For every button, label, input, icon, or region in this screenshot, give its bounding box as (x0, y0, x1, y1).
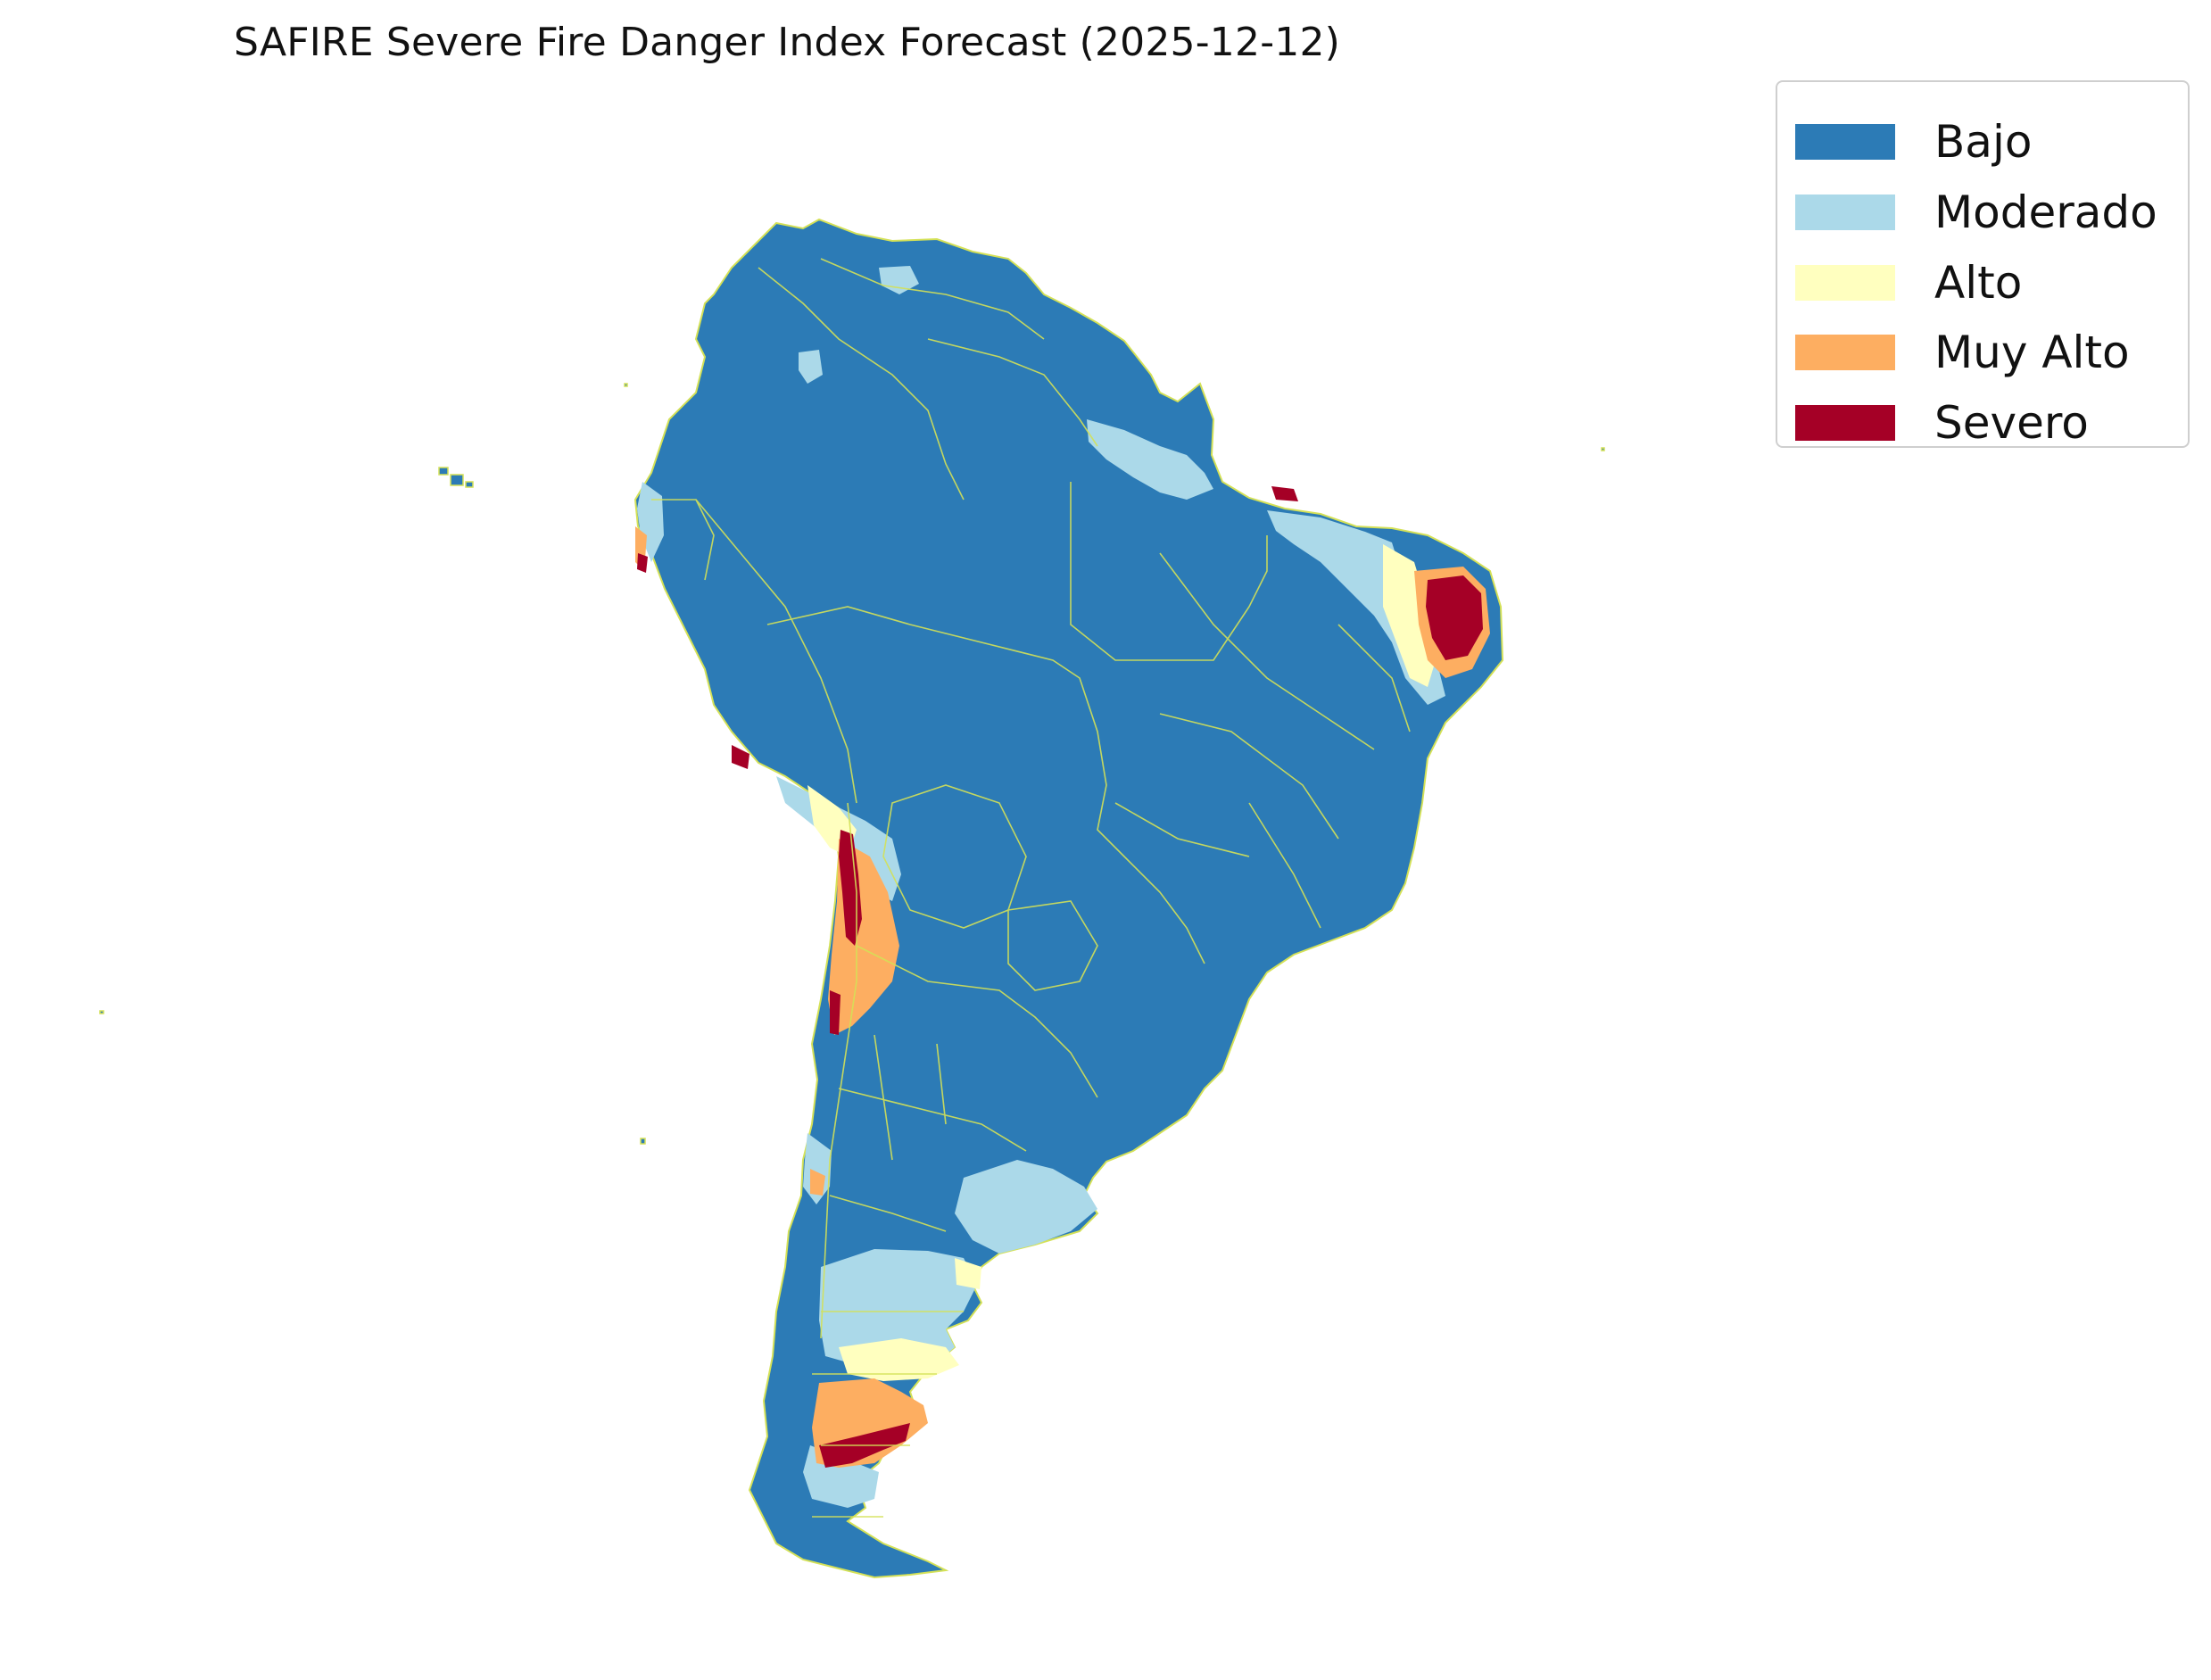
legend-item-moderado: Moderado (1795, 181, 2157, 244)
island-galapagos-1 (438, 467, 449, 476)
border-ecuador (651, 499, 715, 581)
border-peru (695, 499, 857, 804)
zones-alto (807, 544, 1438, 1381)
border-paraguay (1007, 900, 1098, 991)
island-galapagos-3 (465, 481, 474, 488)
islands (99, 383, 1605, 1145)
border-patagonia (812, 1311, 964, 1518)
zone-severo-northeast (1426, 575, 1483, 660)
border-argentina-north (856, 945, 1098, 1098)
legend-label-muy-alto: Muy Alto (1934, 327, 2130, 378)
legend-item-severo: Severo (1795, 392, 2089, 454)
zone-severo-peru (732, 745, 749, 769)
legend-item-alto: Alto (1795, 252, 2022, 314)
legend-swatch-severo (1795, 405, 1895, 441)
border-venezuela (820, 258, 1045, 340)
legend-item-bajo: Bajo (1795, 111, 2032, 173)
island-small-2 (99, 1010, 104, 1014)
zone-severo-north-coast (1271, 486, 1298, 501)
map-legend: Bajo Moderado Alto Muy Alto Severo (1776, 80, 2190, 449)
zone-alto-northeast (1383, 544, 1438, 687)
landmass-bajo (633, 218, 1504, 1579)
legend-label-bajo: Bajo (1934, 116, 2033, 168)
map-title: SAFIRE Severe Fire Danger Index Forecast… (234, 20, 1341, 65)
border-amazon (1070, 482, 1268, 661)
zone-moderado-north-coast (1087, 419, 1213, 500)
zone-moderado-venezuela (879, 266, 919, 294)
legend-label-alto: Alto (1934, 257, 2023, 309)
zone-muy-alto-chile-central (810, 1169, 825, 1196)
border-colombia (758, 267, 965, 501)
border-brazil-states (1114, 552, 1411, 929)
legend-swatch-bajo (1795, 124, 1895, 160)
border-brazil-west (766, 606, 1205, 964)
zone-alto-buenos-aires (955, 1258, 981, 1289)
zone-alto-patagonia-band (839, 1338, 959, 1381)
border-chile (820, 802, 857, 1339)
border-brazil-north (927, 338, 1098, 447)
zone-moderado-southern-buenos-aires (955, 1160, 1097, 1254)
legend-label-severo: Severo (1934, 397, 2089, 449)
island-small-3 (1601, 447, 1605, 451)
border-argentina-provinces (829, 1034, 1027, 1232)
island-falklands-1 (640, 1138, 646, 1145)
island-galapagos-2 (450, 474, 464, 486)
legend-item-muy-alto: Muy Alto (1795, 321, 2130, 384)
legend-swatch-moderado (1795, 194, 1895, 230)
zone-severo-ecuador (637, 553, 648, 573)
legend-swatch-alto (1795, 265, 1895, 301)
legend-label-moderado: Moderado (1934, 186, 2157, 238)
island-small-1 (624, 383, 628, 387)
zone-moderado-northeast (1267, 510, 1445, 705)
zone-moderado-colombia (799, 350, 823, 384)
legend-swatch-muy-alto (1795, 335, 1895, 370)
admin-borders (651, 258, 1411, 1518)
zone-severo-chile-south (830, 990, 841, 1035)
south-america-land (633, 218, 1504, 1579)
